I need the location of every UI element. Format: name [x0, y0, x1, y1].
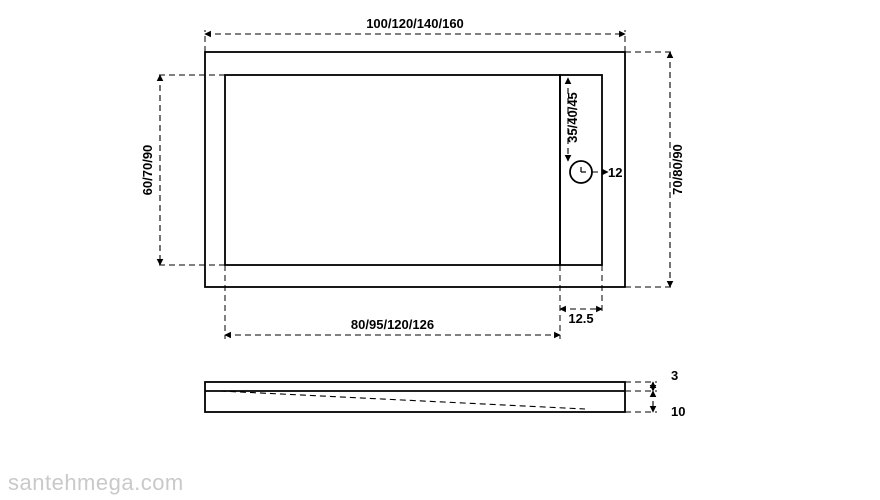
- top-view-outer: [205, 52, 625, 287]
- watermark-text: santehmega.com: [8, 470, 184, 496]
- dim-outer-height: 70/80/90: [670, 144, 685, 195]
- dim-inner-width: 80/95/120/126: [351, 317, 434, 332]
- dim-strip-half: 35/40/45: [565, 92, 580, 143]
- dim-inner-height: 60/70/90: [140, 145, 155, 196]
- dim-lip-height: 3: [671, 368, 678, 383]
- dim-drain-dia: 12: [608, 165, 622, 180]
- dim-top-width: 100/120/140/160: [366, 16, 464, 31]
- dim-strip-width: 12.5: [568, 311, 593, 326]
- dim-side-height: 10: [671, 404, 685, 419]
- top-view-inner: [225, 75, 560, 265]
